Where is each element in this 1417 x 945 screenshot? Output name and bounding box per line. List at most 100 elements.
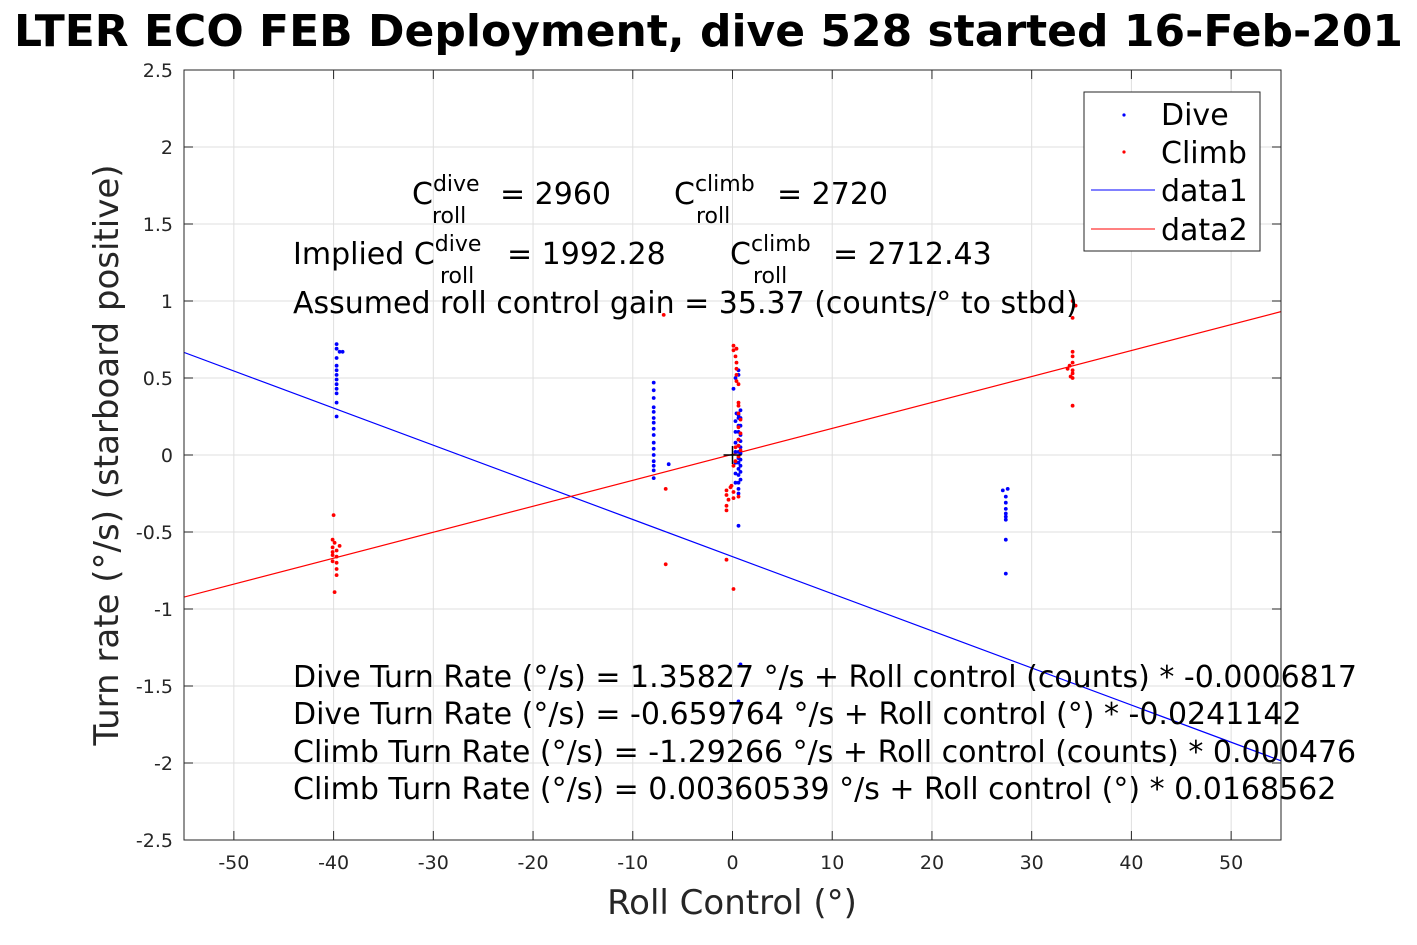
- y-tick-label: -0.5: [136, 522, 173, 544]
- dive-point: [334, 356, 339, 360]
- equation-dive-degrees: Dive Turn Rate (°/s) = -0.659764 °/s + R…: [293, 697, 1302, 732]
- dive-point: [334, 382, 339, 387]
- dive-point: [738, 662, 743, 667]
- dive-point: [733, 480, 738, 485]
- climb-point: [331, 513, 336, 517]
- dive-point: [736, 487, 741, 491]
- dive-point: [334, 342, 339, 346]
- origin-marker: [723, 446, 742, 464]
- y-tick-label: -1.5: [136, 676, 173, 698]
- data-points: [330, 299, 1078, 704]
- roll-gain-annotation: Assumed roll control gain = 35.37 (count…: [293, 286, 1078, 321]
- climb-point: [1070, 368, 1075, 373]
- x-tick-label: -30: [418, 852, 449, 874]
- climb-point: [738, 417, 743, 422]
- climb-point: [728, 485, 733, 490]
- climb-point: [330, 553, 335, 557]
- x-tick-label: 10: [820, 852, 844, 874]
- dive-point: [651, 468, 656, 473]
- dive-point: [334, 373, 339, 377]
- dive-point: [651, 426, 656, 431]
- climb-point: [734, 373, 739, 377]
- dive-point: [334, 346, 339, 351]
- dive-point: [340, 349, 345, 354]
- climb-point: [1070, 354, 1075, 359]
- x-tick-label: 40: [1119, 852, 1143, 874]
- y-tick-label: 0.5: [143, 368, 173, 390]
- legend-climb-marker: [1122, 150, 1126, 154]
- dive-point: [733, 376, 738, 380]
- dive-point: [1000, 488, 1005, 493]
- y-tick-label: 2: [161, 137, 173, 159]
- dive-point: [666, 462, 671, 467]
- climb-point: [1070, 349, 1075, 354]
- climb-point: [1070, 299, 1075, 303]
- y-tick-label: -1: [154, 599, 173, 621]
- implied-c-roll-dive: Implied Cdive roll= 1992.28: [293, 232, 666, 289]
- dive-point: [337, 349, 342, 354]
- y-tick-label: 1: [161, 291, 173, 313]
- legend-data2-label: data2: [1161, 213, 1248, 248]
- dive-point: [651, 396, 656, 400]
- dive-point: [334, 414, 339, 419]
- legend: Dive Climb data1 data2: [1083, 91, 1261, 252]
- dive-point: [651, 463, 656, 468]
- c-roll-dive: Cdive roll= 2960: [412, 172, 611, 229]
- climb-point: [1073, 303, 1078, 308]
- legend-climb-label: Climb: [1161, 136, 1247, 171]
- climb-point: [734, 346, 739, 351]
- dive-point: [733, 430, 738, 434]
- dive-point: [651, 433, 656, 437]
- dive-point: [736, 460, 741, 465]
- legend-dive-marker: [1122, 113, 1126, 117]
- equation-dive-counts: Dive Turn Rate (°/s) = 1.35827 °/s + Rol…: [293, 660, 1357, 695]
- climb-point: [724, 503, 729, 508]
- dive-point: [738, 463, 743, 468]
- climb-point: [661, 313, 666, 317]
- climb-point: [733, 445, 738, 450]
- climb-point: [734, 366, 739, 371]
- climb-point: [734, 379, 739, 383]
- climb-point: [733, 354, 738, 359]
- legend-box: [1083, 91, 1261, 252]
- climb-point: [736, 400, 741, 405]
- climb-point: [330, 550, 335, 554]
- axis-ticks: -50 -40 -30 -20 -10 0 10 20 30 40 50-2.5-2-1.5-1-0…: [136, 60, 1281, 874]
- dive-point: [651, 420, 656, 425]
- dive-point: [1003, 537, 1008, 542]
- climb-point: [731, 343, 736, 348]
- data1-fit-line: [184, 351, 1281, 762]
- dive-point: [1003, 514, 1008, 519]
- climb-point: [726, 497, 731, 502]
- climb-point: [736, 411, 741, 416]
- dive-point: [1003, 511, 1008, 516]
- dive-point: [733, 440, 738, 445]
- dive-point: [334, 377, 339, 382]
- dive-point: [738, 457, 743, 462]
- dive-point: [738, 477, 743, 482]
- x-tick-label: 0: [726, 852, 738, 874]
- dive-point: [651, 459, 656, 464]
- legend-data1-label: data1: [1161, 174, 1248, 209]
- climb-point: [330, 545, 335, 550]
- climb-point: [334, 560, 339, 565]
- dive-point: [334, 391, 339, 396]
- climb-point: [334, 554, 339, 559]
- climb-point: [736, 425, 741, 430]
- y-tick-label: -2: [154, 753, 173, 775]
- legend-dive-label: Dive: [1161, 98, 1229, 133]
- climb-point: [731, 496, 736, 500]
- climb-point: [332, 590, 337, 594]
- climb-point: [334, 567, 339, 571]
- climb-point: [731, 463, 736, 468]
- dive-point: [738, 470, 743, 474]
- implied-c-roll-climb: Cclimb roll= 2712.43: [730, 232, 992, 289]
- y-tick-label: 1.5: [143, 214, 173, 236]
- dive-point: [651, 440, 656, 445]
- y-tick-label: 0: [161, 445, 173, 467]
- chart-title: LTER ECO FEB Deployment, dive 528 starte…: [14, 6, 1403, 57]
- dive-point: [733, 471, 738, 476]
- climb-point: [1070, 371, 1075, 376]
- climb-point: [736, 494, 741, 499]
- equation-climb-counts: Climb Turn Rate (°/s) = -1.29266 °/s + R…: [293, 735, 1356, 770]
